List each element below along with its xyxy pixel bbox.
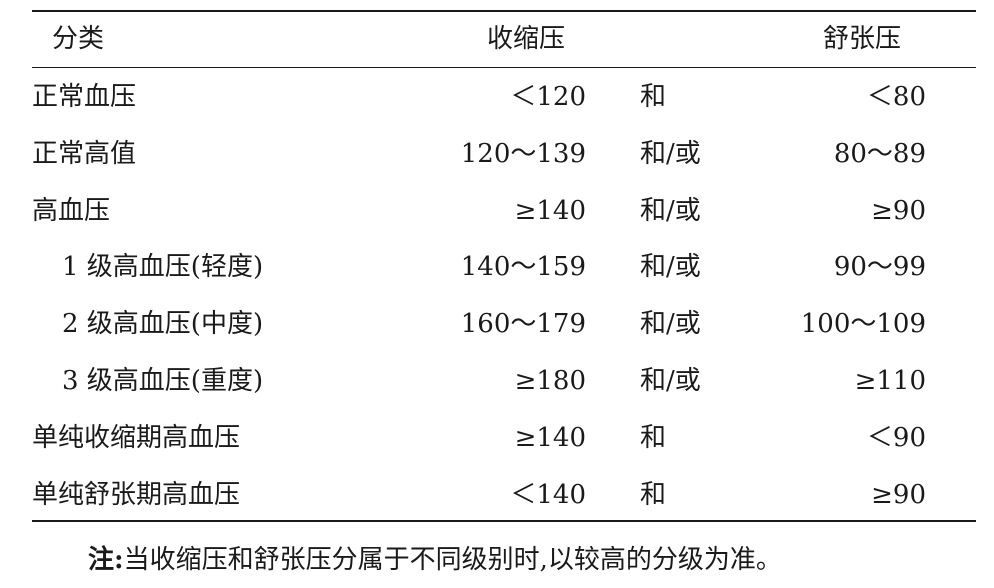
table-footnote: 注:当收缩压和舒张压分属于不同级别时,以较高的分级为准。 <box>88 544 782 576</box>
row-category: 单纯舒张期高血压 <box>32 480 241 510</box>
row-category: 1 级高血压(轻度) <box>62 252 264 282</box>
row-diastolic-value: ＜90 <box>866 423 926 453</box>
row-conjunction: 和 <box>640 480 667 510</box>
row-diastolic-value: ≥90 <box>871 480 926 510</box>
row-diastolic-value: ≥110 <box>854 366 926 396</box>
header-systolic: 收缩压 <box>486 24 565 54</box>
row-systolic-value: 140～159 <box>460 252 586 282</box>
row-systolic-value: ≥180 <box>514 366 586 396</box>
table-bottom-rule <box>32 520 976 522</box>
header-divider-rule <box>32 67 976 68</box>
row-category: 3 级高血压(重度) <box>62 366 264 396</box>
row-conjunction: 和 <box>640 82 667 112</box>
header-diastolic: 舒张压 <box>822 24 901 54</box>
row-category: 正常高值 <box>32 139 137 169</box>
row-conjunction: 和/或 <box>640 309 701 339</box>
row-conjunction: 和/或 <box>640 196 701 226</box>
row-conjunction: 和/或 <box>640 139 701 169</box>
row-category: 正常血压 <box>32 82 137 112</box>
row-systolic-value: ＜120 <box>510 82 586 112</box>
row-category: 单纯收缩期高血压 <box>32 423 241 453</box>
header-category: 分类 <box>52 24 105 54</box>
row-systolic-value: ≥140 <box>514 196 586 226</box>
row-category: 高血压 <box>32 196 111 226</box>
row-diastolic-value: ≥90 <box>871 196 926 226</box>
row-conjunction: 和/或 <box>640 252 701 282</box>
table-top-rule <box>32 10 976 12</box>
row-systolic-value: ≥140 <box>514 423 586 453</box>
row-conjunction: 和/或 <box>640 366 701 396</box>
row-systolic-value: 120～139 <box>460 139 586 169</box>
row-diastolic-value: 90～99 <box>833 252 926 282</box>
row-conjunction: 和 <box>640 423 667 453</box>
footnote-text: 当收缩压和舒张压分属于不同级别时,以较高的分级为准。 <box>123 545 782 575</box>
row-diastolic-value: ＜80 <box>866 82 926 112</box>
row-category: 2 级高血压(中度) <box>62 309 264 339</box>
row-systolic-value: ＜140 <box>510 480 586 510</box>
row-diastolic-value: 100～109 <box>800 309 926 339</box>
row-diastolic-value: 80～89 <box>833 139 926 169</box>
row-systolic-value: 160～179 <box>460 309 586 339</box>
footnote-label: 注: <box>88 545 124 575</box>
